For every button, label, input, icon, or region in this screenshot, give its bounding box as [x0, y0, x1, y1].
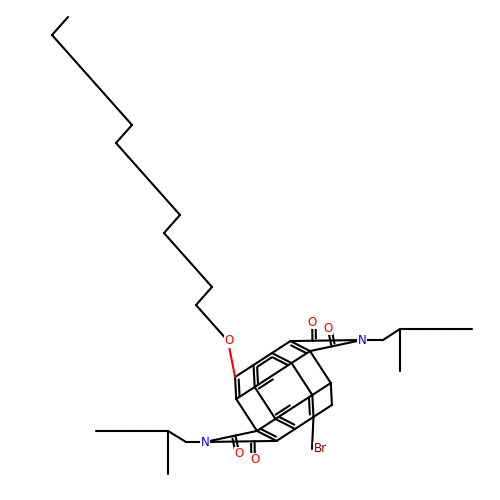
Text: O: O: [323, 322, 332, 334]
Text: N: N: [358, 334, 366, 346]
Text: O: O: [250, 454, 260, 466]
Text: O: O: [234, 448, 244, 460]
Text: O: O: [224, 334, 234, 347]
Text: Br: Br: [314, 442, 326, 456]
Text: O: O: [308, 316, 317, 328]
Text: N: N: [200, 436, 209, 448]
